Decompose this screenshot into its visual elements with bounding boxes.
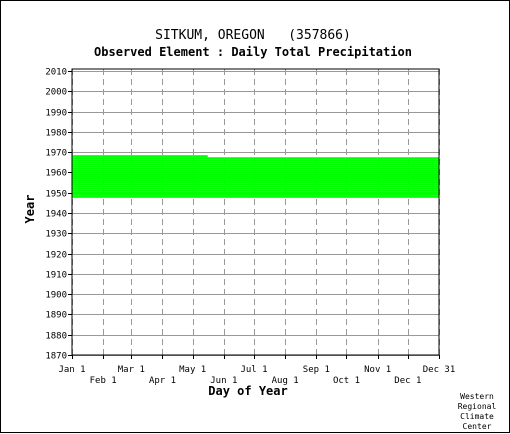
data-bar <box>72 173 439 176</box>
data-bar <box>72 175 439 178</box>
credit-line: Center <box>463 422 492 431</box>
credit-block: Western Regional Climate Center <box>458 392 497 431</box>
data-bar <box>72 191 439 194</box>
x-tick-label: Jul 1 <box>240 365 267 375</box>
plot-area <box>72 69 439 355</box>
data-bar <box>72 185 439 188</box>
y-tick-label: 2000 <box>45 88 67 98</box>
data-bar <box>72 159 439 162</box>
credit-line: Regional <box>458 402 497 411</box>
credit-line: Western <box>460 392 494 401</box>
data-bar <box>72 189 439 192</box>
data-bar <box>72 177 439 180</box>
data-bar <box>72 165 439 168</box>
y-tick-label: 1930 <box>45 230 67 240</box>
chart-subtitle: Observed Element : Daily Total Precipita… <box>94 45 412 59</box>
data-bar <box>72 155 208 158</box>
data-bars <box>72 155 439 198</box>
x-tick-label: Jan 1 <box>58 365 85 375</box>
y-tick-label: 1870 <box>45 352 67 362</box>
y-tick-label: 1980 <box>45 129 67 139</box>
y-tick-label: 1900 <box>45 291 67 301</box>
data-bar <box>72 179 439 182</box>
y-tick-label: 1960 <box>45 169 67 179</box>
data-bar <box>72 193 439 196</box>
data-bar <box>72 171 439 174</box>
data-bar <box>72 195 439 198</box>
data-bar <box>72 187 439 190</box>
grid-lines <box>72 69 440 356</box>
y-axis-ticks: 1870 1880 1890 1900 1910 1920 1930 1940 1950 1960… <box>45 68 72 362</box>
data-bar <box>72 157 439 160</box>
y-axis-title: Year <box>23 195 37 224</box>
x-tick-label: Oct 1 <box>333 376 360 386</box>
y-tick-label: 1920 <box>45 251 67 261</box>
data-bar <box>72 163 439 166</box>
data-bar <box>72 167 439 170</box>
x-tick-label: Mar 1 <box>118 365 145 375</box>
credit-line: Climate <box>460 412 494 421</box>
x-tick-label: Dec 31 <box>423 365 456 375</box>
x-tick-label: Jun 1 <box>210 376 237 386</box>
y-tick-label: 1950 <box>45 190 67 200</box>
x-tick-label: Nov 1 <box>364 365 391 375</box>
data-bar <box>72 161 439 164</box>
x-tick-label: May 1 <box>179 365 206 375</box>
chart-title: SITKUM, OREGON (357866) <box>155 28 351 43</box>
x-tick-label: Aug 1 <box>272 376 299 386</box>
x-axis-ticks: Jan 1 Mar 1 May 1 Jul 1 Sep 1 Nov 1 Dec 31 Feb … <box>58 355 455 386</box>
y-tick-label: 1990 <box>45 109 67 119</box>
x-axis-title: Day of Year <box>208 384 287 398</box>
x-tick-label: Feb 1 <box>90 376 117 386</box>
y-tick-label: 1910 <box>45 271 67 281</box>
y-tick-label: 1940 <box>45 210 67 220</box>
x-tick-label: Apr 1 <box>149 376 176 386</box>
y-tick-label: 1890 <box>45 311 67 321</box>
data-bar <box>72 181 439 184</box>
data-bar <box>72 169 439 172</box>
data-bar <box>72 183 439 186</box>
y-tick-label: 1970 <box>45 149 67 159</box>
x-tick-label: Dec 1 <box>394 376 421 386</box>
y-tick-label: 1880 <box>45 332 67 342</box>
plot-border <box>71 68 440 356</box>
y-tick-label: 2010 <box>45 68 67 78</box>
x-tick-label: Sep 1 <box>303 365 330 375</box>
